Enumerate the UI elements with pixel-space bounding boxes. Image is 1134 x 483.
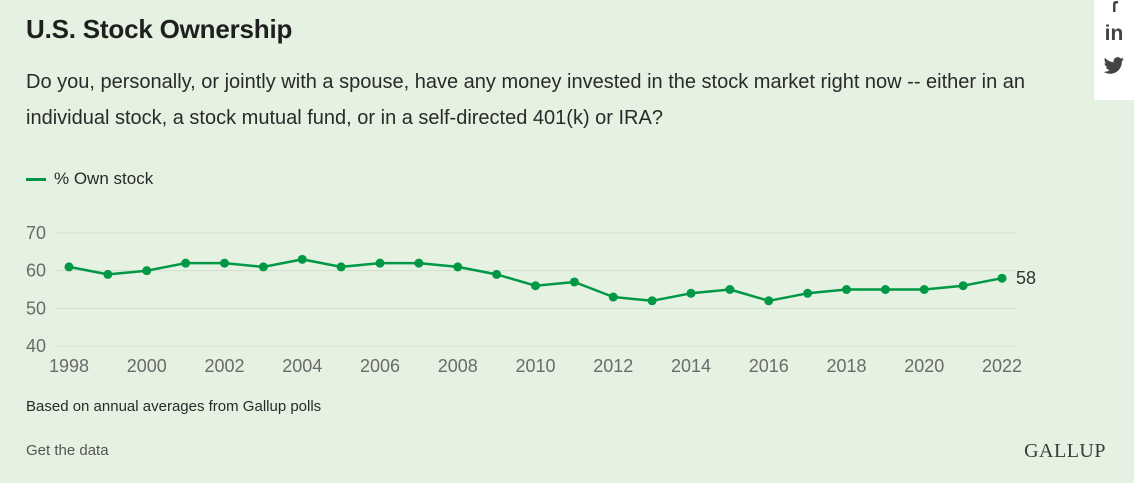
x-tick-label: 1998 xyxy=(49,356,89,376)
y-tick-label: 40 xyxy=(26,336,46,356)
legend-swatch xyxy=(26,177,46,181)
linkedin-icon[interactable]: in xyxy=(1094,18,1134,50)
series-line xyxy=(68,258,1003,303)
data-point-2013[interactable] xyxy=(647,296,657,306)
data-point-2000[interactable] xyxy=(142,266,152,276)
data-point-2015[interactable] xyxy=(725,285,735,294)
data-point-2007[interactable] xyxy=(414,258,424,268)
x-tick-label: 2020 xyxy=(904,356,944,376)
data-point-2008[interactable] xyxy=(453,262,463,272)
y-tick-label: 60 xyxy=(26,261,46,281)
data-point-2021[interactable] xyxy=(958,281,968,291)
data-point-2001[interactable] xyxy=(181,258,191,268)
x-tick-label: 2010 xyxy=(515,356,555,376)
facebook-icon[interactable] xyxy=(1094,0,1134,18)
data-point-2022[interactable] xyxy=(997,273,1007,283)
data-point-2012[interactable] xyxy=(608,292,618,302)
linkedin-text: in xyxy=(1104,22,1124,45)
x-tick-label: 2000 xyxy=(127,356,167,376)
series-own-stock: 58 xyxy=(64,254,1036,306)
y-tick-label: 50 xyxy=(26,298,46,318)
chart-title: U.S. Stock Ownership xyxy=(26,14,293,44)
data-point-2010[interactable] xyxy=(531,281,540,291)
x-tick-label: 2012 xyxy=(593,356,633,376)
x-tick-label: 2016 xyxy=(749,356,789,376)
data-point-2003[interactable] xyxy=(258,262,268,272)
data-point-2019[interactable] xyxy=(880,285,890,294)
x-tick-label: 2014 xyxy=(671,356,711,376)
x-tick-label: 2018 xyxy=(826,356,866,376)
twitter-icon[interactable] xyxy=(1094,50,1134,82)
x-axis-ticks: 1998 2000 2002 2004 2006 2008 2010 2012 2014 2016… xyxy=(49,356,1022,376)
data-point-2004[interactable] xyxy=(297,254,307,264)
get-data-link[interactable]: Get the data xyxy=(26,442,109,459)
survey-question: Do you, personally, or jointly with a sp… xyxy=(26,71,1026,129)
x-tick-label: 2004 xyxy=(282,356,322,376)
data-point-1998[interactable] xyxy=(64,262,74,272)
data-point-2009[interactable] xyxy=(492,269,502,279)
data-point-2020[interactable] xyxy=(919,285,929,294)
x-tick-label: 2008 xyxy=(438,356,478,376)
chart-legend: % Own stock xyxy=(26,169,153,189)
footnote: Based on annual averages from Gallup pol… xyxy=(26,398,322,415)
data-point-2014[interactable] xyxy=(686,288,696,298)
x-tick-label: 2002 xyxy=(204,356,244,376)
x-tick-label: 2022 xyxy=(982,356,1022,376)
x-tick-label: 2006 xyxy=(360,356,400,376)
data-point-2017[interactable] xyxy=(803,288,813,298)
data-point-2002[interactable] xyxy=(220,258,229,268)
data-point-2016[interactable] xyxy=(764,296,774,306)
legend-label: % Own stock xyxy=(54,169,154,188)
data-point-2006[interactable] xyxy=(375,258,385,268)
data-point-2011[interactable] xyxy=(569,277,579,287)
gallup-logo: GALLUP xyxy=(1024,440,1106,462)
social-share-bar: in xyxy=(1094,0,1134,100)
y-tick-label: 70 xyxy=(26,223,46,243)
grid-lines xyxy=(56,232,1016,347)
data-point-1999[interactable] xyxy=(103,269,113,279)
end-value-label: 58 xyxy=(1016,268,1036,288)
data-point-2005[interactable] xyxy=(336,262,346,272)
data-point-2018[interactable] xyxy=(842,285,851,294)
y-axis-ticks: 40 50 60 70 xyxy=(26,223,46,356)
